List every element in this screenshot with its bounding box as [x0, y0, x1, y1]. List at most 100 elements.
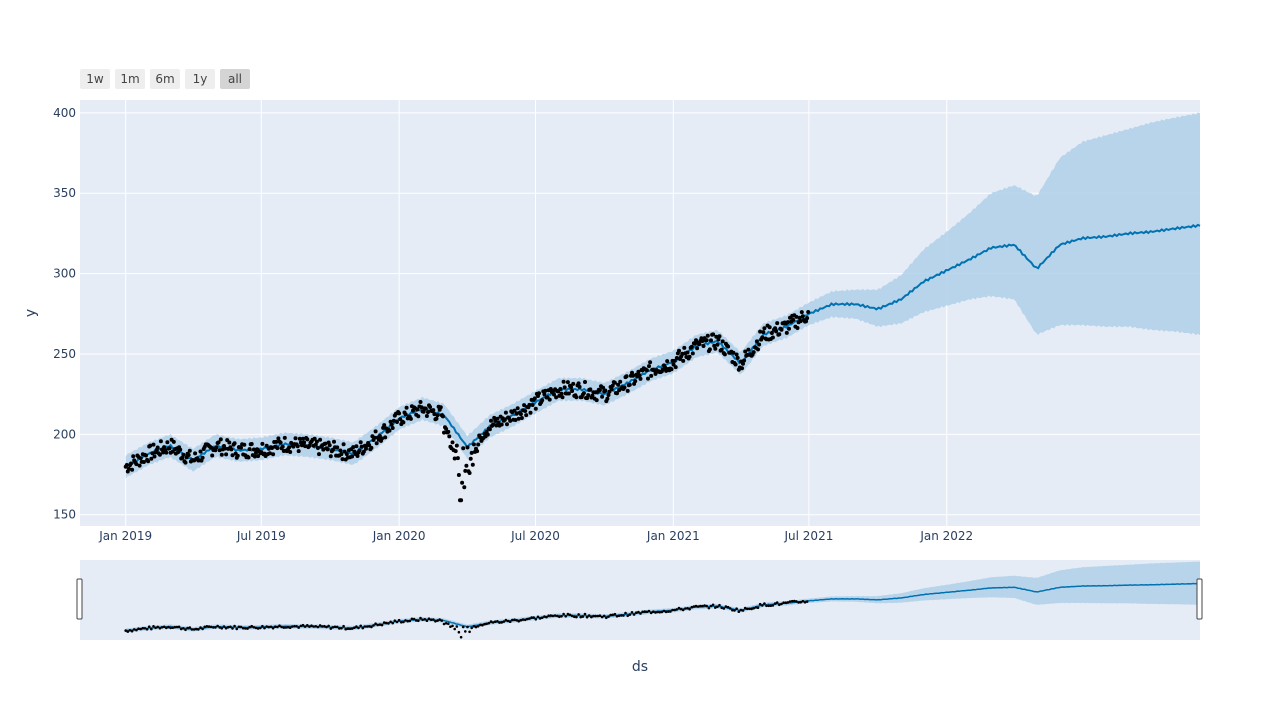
- observed-point: [648, 360, 653, 365]
- slider-point: [135, 628, 138, 632]
- slider-point: [694, 604, 698, 608]
- observed-point: [806, 310, 811, 314]
- observed-point: [769, 331, 774, 335]
- range-slider-left-handle[interactable]: [76, 578, 83, 620]
- x-tick-label: Jan 2020: [372, 529, 426, 543]
- observed-point: [178, 447, 183, 452]
- observed-point: [774, 329, 779, 334]
- range-button-6m[interactable]: 6m: [150, 69, 180, 89]
- observed-point: [760, 335, 765, 340]
- slider-point: [547, 614, 550, 617]
- slider-point: [790, 599, 794, 603]
- observed-points: [123, 310, 811, 503]
- observed-point: [569, 385, 574, 390]
- observed-point: [733, 362, 738, 367]
- slider-point: [459, 635, 463, 639]
- slider-point: [677, 606, 681, 610]
- range-slider-points: [124, 599, 809, 639]
- slider-point: [555, 614, 559, 618]
- range-button-1y[interactable]: 1y: [185, 69, 215, 89]
- slider-point: [517, 620, 520, 623]
- observed-point: [229, 447, 234, 452]
- observed-point: [547, 397, 552, 402]
- y-tick-label: 150: [53, 508, 76, 522]
- slider-point: [684, 607, 687, 610]
- slider-point: [673, 608, 676, 612]
- range-button-1m[interactable]: 1m: [115, 69, 145, 89]
- observed-point: [183, 460, 188, 465]
- slider-point: [286, 625, 290, 629]
- slider-point: [165, 626, 168, 630]
- slider-point: [805, 600, 809, 603]
- slider-point: [690, 605, 694, 609]
- slider-point: [269, 625, 273, 629]
- slider-point: [617, 614, 621, 617]
- observed-point: [571, 381, 576, 386]
- slider-point: [201, 627, 204, 631]
- observed-point: [218, 437, 223, 442]
- observed-point: [565, 380, 570, 385]
- slider-point: [461, 625, 465, 629]
- slider-point: [491, 621, 495, 624]
- slider-point: [605, 616, 608, 620]
- observed-point: [464, 463, 469, 468]
- observed-point: [210, 453, 215, 458]
- slider-point: [624, 611, 627, 615]
- observed-point: [600, 394, 605, 399]
- slider-point: [523, 618, 527, 622]
- range-slider[interactable]: [76, 560, 1203, 640]
- observed-point: [416, 414, 421, 419]
- slider-point: [293, 624, 296, 628]
- observed-point: [444, 426, 449, 431]
- range-button-all[interactable]: all: [220, 69, 250, 89]
- slider-point: [370, 625, 373, 629]
- observed-point: [709, 338, 713, 343]
- slider-point: [393, 619, 397, 622]
- observed-point: [327, 443, 332, 448]
- observed-point: [633, 379, 638, 384]
- observed-point: [155, 445, 160, 450]
- slider-point: [402, 620, 405, 624]
- observed-point: [450, 440, 455, 445]
- observed-point: [389, 422, 394, 427]
- slider-point: [598, 614, 602, 617]
- slider-point: [128, 629, 132, 632]
- range-button-1w[interactable]: 1w: [80, 69, 110, 89]
- slider-point: [724, 605, 728, 608]
- main-plot-area[interactable]: [80, 100, 1201, 526]
- observed-point: [124, 463, 129, 467]
- observed-point: [323, 441, 328, 446]
- slider-point: [419, 616, 422, 620]
- slider-point: [350, 627, 354, 630]
- observed-point: [148, 443, 153, 448]
- observed-point: [528, 410, 533, 415]
- observed-point: [404, 405, 409, 410]
- observed-point: [419, 405, 424, 410]
- slider-point: [425, 619, 429, 622]
- slider-point: [630, 611, 634, 614]
- observed-point: [403, 412, 408, 417]
- slider-point: [795, 600, 798, 603]
- range-slider-right-handle[interactable]: [1196, 578, 1203, 620]
- observed-point: [687, 354, 692, 359]
- slider-point: [609, 613, 612, 617]
- observed-point: [775, 321, 780, 326]
- slider-point: [758, 602, 762, 606]
- observed-point: [489, 418, 493, 423]
- slider-point: [741, 609, 745, 612]
- slider-point: [451, 624, 454, 628]
- observed-point: [583, 380, 587, 384]
- slider-point: [143, 627, 147, 630]
- observed-point: [288, 450, 293, 454]
- slider-point: [801, 599, 805, 603]
- observed-point: [554, 395, 559, 400]
- slider-point: [192, 628, 196, 631]
- slider-point: [511, 618, 514, 622]
- slider-point: [788, 600, 792, 603]
- slider-point: [769, 604, 773, 607]
- observed-point: [741, 361, 745, 366]
- observed-point: [364, 446, 368, 451]
- slider-point: [254, 626, 258, 630]
- slider-point: [391, 621, 395, 625]
